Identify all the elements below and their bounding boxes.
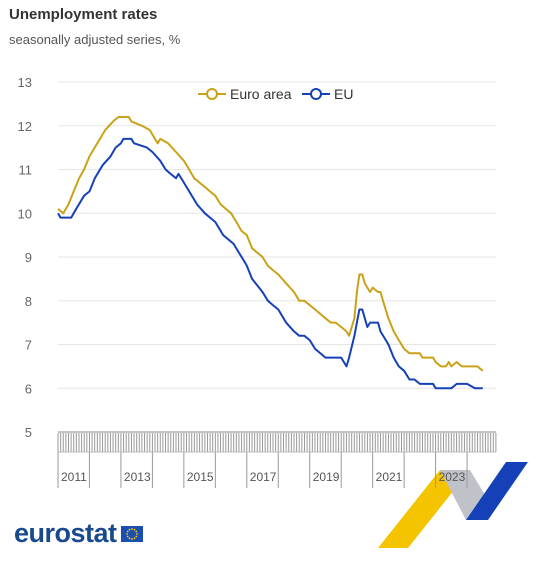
decorative-ribbon (378, 462, 528, 548)
grid-layer (58, 81, 496, 389)
y-tick-label: 13 (18, 75, 32, 90)
chart-title: Unemployment rates (9, 6, 158, 23)
legend-label-eu: EU (334, 86, 353, 102)
series-layer (57, 116, 484, 390)
legend-label-euro-area: Euro area (230, 86, 292, 102)
ribbon-blue (466, 462, 528, 520)
y-tick-label: 12 (18, 119, 32, 134)
legend: Euro area EU (198, 86, 353, 102)
series-line-euro-area[interactable] (57, 116, 484, 372)
x-tick-label: 2019 (313, 470, 340, 484)
x-tick-label: 2021 (376, 470, 403, 484)
x-tick-label: 2015 (187, 470, 214, 484)
y-axis: 5 6 7 8 9 10 11 12 13 (18, 75, 32, 440)
legend-item-euro-area[interactable]: Euro area (198, 86, 292, 102)
y-tick-label: 7 (25, 338, 32, 353)
series-line-eu[interactable] (57, 137, 483, 390)
y-tick-label: 11 (19, 163, 33, 178)
chart-subtitle: seasonally adjusted series, % (9, 32, 181, 47)
y-tick-label: 5 (25, 425, 32, 440)
legend-item-eu[interactable]: EU (302, 86, 353, 102)
y-tick-label: 8 (25, 294, 32, 309)
y-tick-label: 9 (25, 250, 32, 265)
y-tick-label: 6 (25, 381, 32, 396)
x-tick-label: 2011 (61, 470, 87, 484)
x-axis: 2011 2013 2015 2017 2019 2021 2023 (57, 431, 497, 488)
y-tick-label: 10 (18, 206, 32, 221)
ribbon-yellow (378, 470, 470, 548)
x-tick-label: 2017 (250, 470, 277, 484)
x-tick-label: 2013 (124, 470, 151, 484)
eurostat-logo: eurostat (14, 518, 143, 549)
x-tick-label: 2023 (439, 470, 466, 484)
eu-flag-icon (120, 525, 143, 542)
logo-text: eurostat (14, 518, 117, 548)
